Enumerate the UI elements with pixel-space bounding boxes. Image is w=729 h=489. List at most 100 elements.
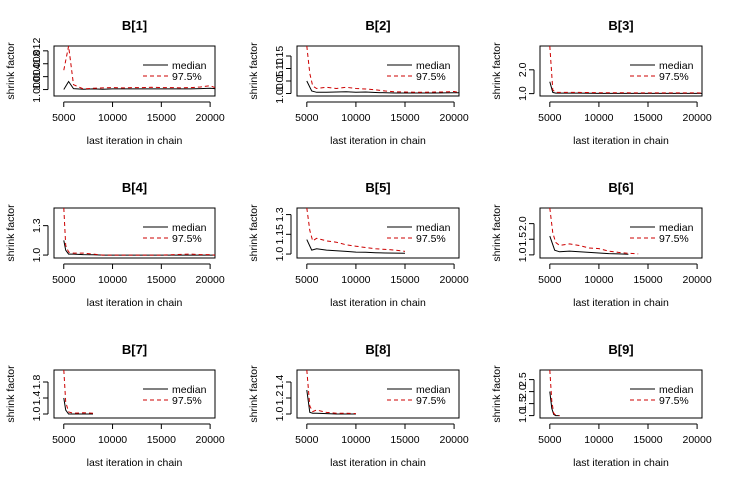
y-axis-label: shrink factor	[491, 42, 503, 100]
panel-title: B[1]	[122, 18, 147, 33]
x-tick-label: 20000	[196, 274, 225, 286]
x-tick-label: 15000	[390, 434, 419, 446]
plot-frame	[539, 45, 703, 97]
y-axis-label: shrink factor	[491, 365, 503, 423]
x-tick-label: 10000	[584, 434, 613, 446]
median-series-line	[63, 80, 215, 90]
y-tick-label: 1.2	[274, 391, 286, 406]
plot-frame	[296, 45, 460, 97]
median-series-line	[549, 391, 560, 417]
y-axis-label: shrink factor	[491, 204, 503, 262]
y-tick-label: 1.8	[31, 375, 43, 390]
x-axis-label: last iteration in chain	[573, 135, 669, 147]
x-axis-label: last iteration in chain	[87, 297, 183, 309]
y-tick-label: 1.5	[517, 396, 529, 411]
y-tick-label: 1.00	[274, 83, 286, 104]
x-axis-label: last iteration in chain	[87, 135, 183, 147]
x-tick-label: 5000	[295, 112, 319, 124]
median-series-line	[306, 239, 406, 254]
x-axis-label: last iteration in chain	[330, 297, 426, 309]
y-tick-label: 1.15	[274, 224, 286, 245]
x-axis-label: last iteration in chain	[573, 457, 669, 469]
y-tick-label: 1.000	[31, 76, 43, 102]
y-tick-label: 1.004	[31, 63, 43, 89]
x-tick-label: 20000	[439, 112, 468, 124]
legend-median-label: median	[172, 384, 207, 396]
panel-title: B[8]	[365, 342, 390, 357]
x-tick-label: 15000	[390, 274, 419, 286]
plot-frame	[296, 207, 460, 259]
x-tick-label: 5000	[52, 112, 76, 124]
y-tick-label: 1.0	[31, 248, 43, 263]
x-tick-label: 10000	[98, 112, 127, 124]
x-tick-label: 10000	[341, 434, 370, 446]
y-tick-label: 1.15	[274, 46, 286, 67]
x-tick-label: 20000	[682, 112, 711, 124]
y-tick-label: 2.5	[517, 372, 529, 387]
y-tick-label: 1.05	[274, 71, 286, 92]
panel-title: B[7]	[122, 342, 147, 357]
legend-median-label: median	[172, 222, 207, 234]
legend-q975-label: 97.5%	[416, 71, 446, 83]
x-tick-label: 10000	[98, 274, 127, 286]
panel-title: B[9]	[608, 342, 633, 357]
y-tick-label: 1.008	[31, 50, 43, 76]
y-tick-label: 2.0	[517, 384, 529, 399]
legend-q975-label: 97.5%	[659, 395, 689, 407]
y-tick-label: 1.0	[274, 247, 286, 262]
x-tick-label: 15000	[147, 274, 176, 286]
panel-title: B[2]	[365, 18, 390, 33]
plot-frame	[53, 369, 216, 419]
y-tick-label: 1.0	[517, 408, 529, 423]
x-tick-label: 15000	[147, 112, 176, 124]
x-tick-label: 5000	[295, 274, 319, 286]
legend-median-label: median	[172, 60, 207, 72]
legend-q975-label: 97.5%	[416, 233, 446, 245]
x-tick-label: 20000	[439, 434, 468, 446]
median-series-line	[549, 81, 702, 94]
x-tick-label: 20000	[196, 112, 225, 124]
x-tick-label: 15000	[633, 274, 662, 286]
median-series-line	[306, 80, 459, 94]
panel-title: B[3]	[608, 18, 633, 33]
q975-series-line	[306, 46, 459, 93]
x-tick-label: 20000	[682, 434, 711, 446]
x-tick-label: 5000	[52, 434, 76, 446]
legend-median-label: median	[416, 60, 451, 72]
y-tick-label: 1.0	[274, 407, 286, 422]
y-axis-label: shrink factor	[5, 42, 17, 100]
legend-q975-label: 97.5%	[172, 395, 202, 407]
legend-median-label: median	[416, 222, 451, 234]
plot-frame	[53, 207, 216, 259]
x-tick-label: 10000	[98, 434, 127, 446]
plot-frame	[539, 369, 703, 419]
y-tick-label: 1.0	[31, 407, 43, 422]
q975-series-line	[549, 370, 560, 417]
x-tick-label: 20000	[682, 274, 711, 286]
median-series-line	[549, 235, 629, 255]
x-tick-label: 5000	[538, 434, 562, 446]
panel-title: B[4]	[122, 180, 147, 195]
y-axis-label: shrink factor	[248, 42, 260, 100]
y-tick-label: 1.3	[274, 207, 286, 222]
x-tick-label: 20000	[196, 434, 225, 446]
legend-q975-label: 97.5%	[659, 233, 689, 245]
legend-q975-label: 97.5%	[172, 71, 202, 83]
y-axis-label: shrink factor	[248, 365, 260, 423]
x-tick-label: 10000	[341, 274, 370, 286]
q975-series-line	[549, 208, 639, 255]
q975-series-line	[306, 370, 356, 415]
x-tick-label: 5000	[538, 274, 562, 286]
x-axis-label: last iteration in chain	[87, 457, 183, 469]
legend-q975-label: 97.5%	[416, 395, 446, 407]
legend-median-label: median	[659, 222, 694, 234]
y-tick-label: 1.4	[31, 391, 43, 406]
x-tick-label: 10000	[584, 112, 613, 124]
legend-median-label: median	[416, 384, 451, 396]
legend-median-label: median	[659, 60, 694, 72]
x-tick-label: 15000	[147, 434, 176, 446]
q975-series-line	[306, 208, 406, 252]
median-series-line	[63, 397, 93, 415]
